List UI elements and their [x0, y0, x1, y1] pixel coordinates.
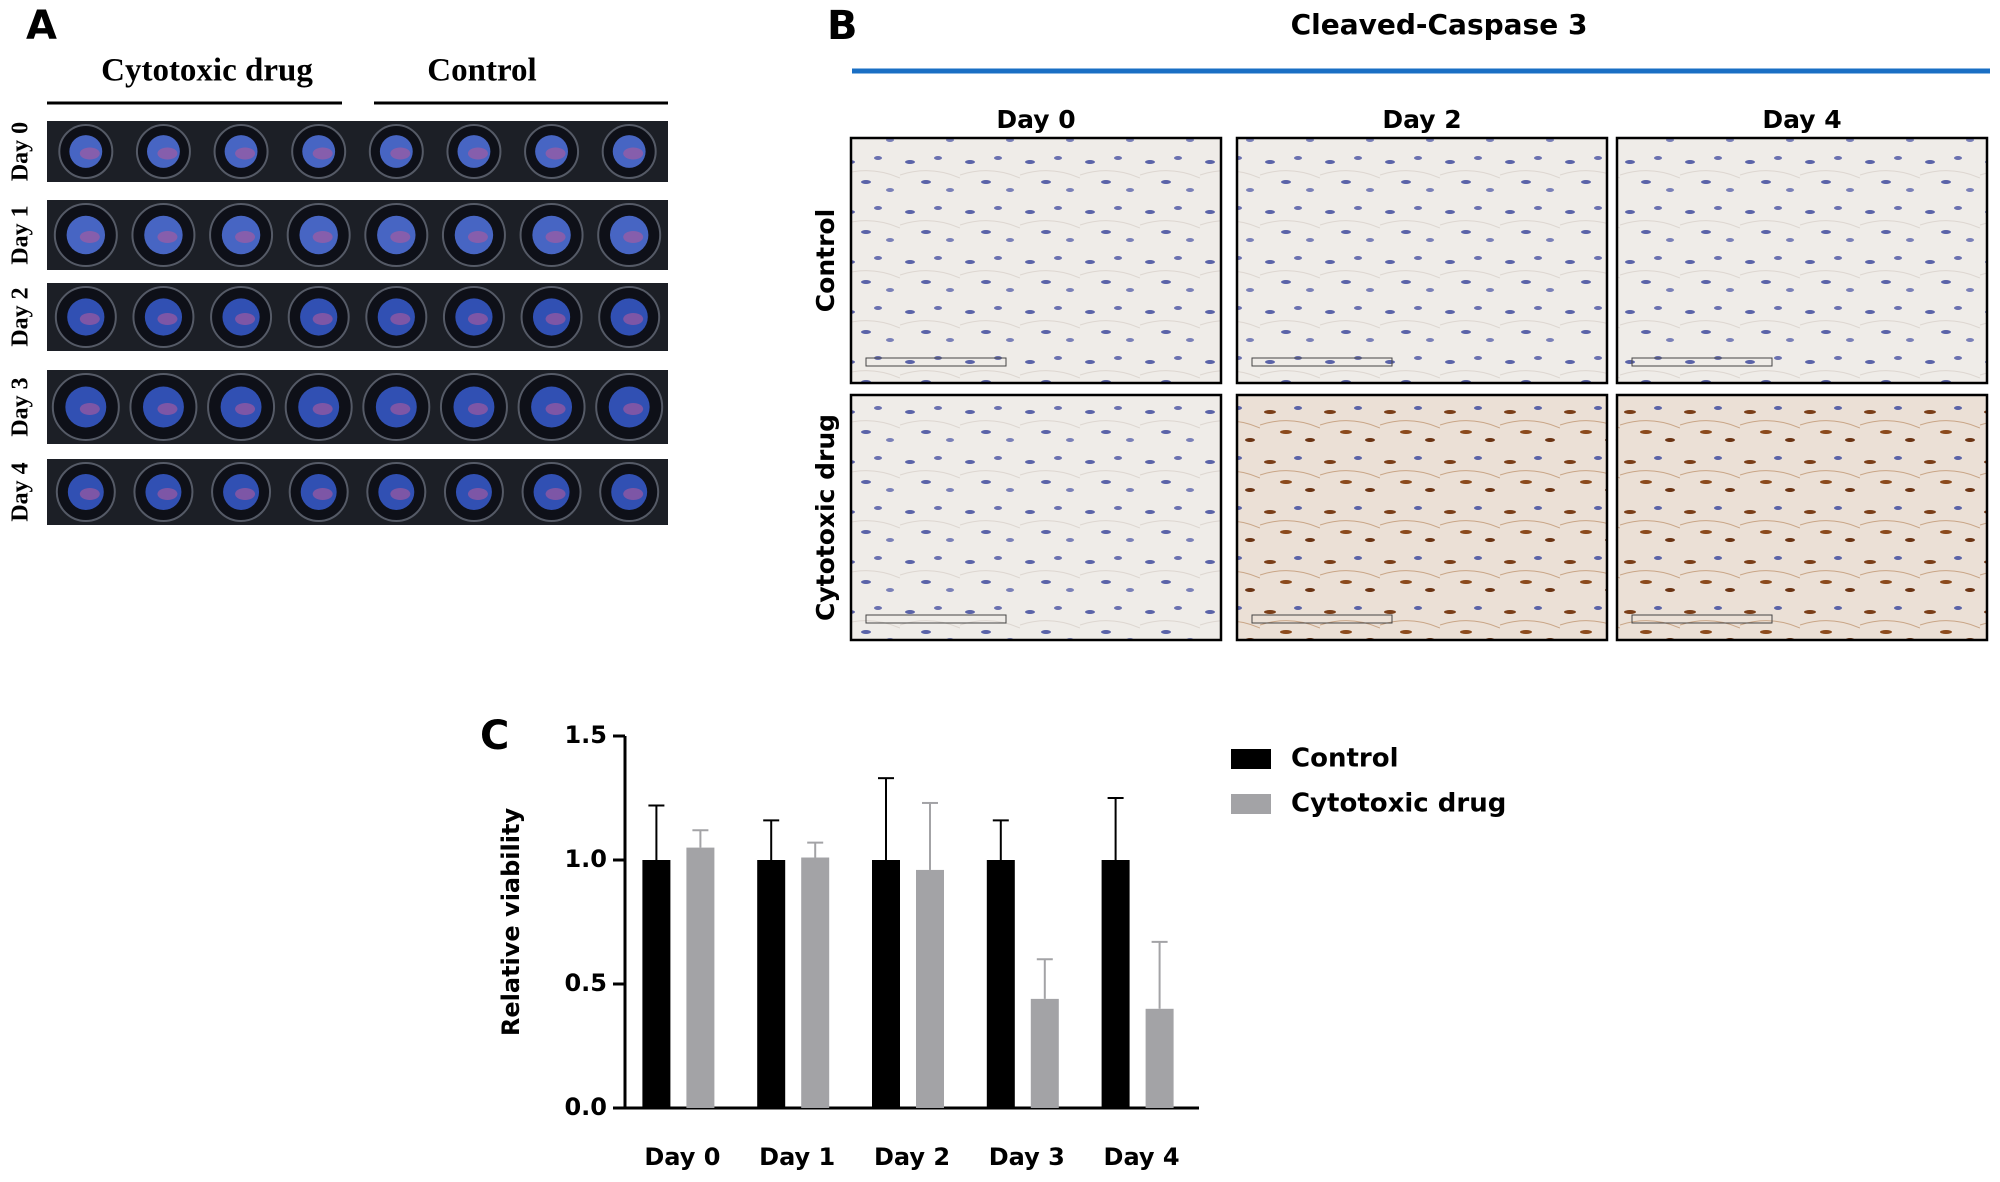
well-tint	[79, 488, 100, 500]
well-tint	[79, 403, 100, 415]
x-tick-label: Day 0	[644, 1143, 720, 1171]
scale-bar	[865, 614, 1007, 624]
x-tick-label: Day 1	[759, 1143, 835, 1171]
well-tint	[312, 488, 333, 500]
well-tint	[157, 313, 178, 325]
well-tint	[390, 147, 411, 160]
bar	[916, 869, 944, 1108]
bar	[986, 860, 1015, 1108]
row-label: Day 0	[8, 122, 34, 181]
y-tick-label: 0.5	[564, 969, 607, 997]
histology-image	[849, 136, 1223, 385]
histology-image	[1615, 136, 1989, 385]
well-tint	[235, 488, 256, 500]
row-label: Day 3	[8, 377, 34, 436]
legend-swatch	[1231, 794, 1271, 814]
column-label: Day 4	[1762, 105, 1841, 134]
well-tint	[545, 313, 566, 325]
well-tint	[545, 231, 566, 243]
well-tint	[623, 231, 644, 243]
bar	[686, 847, 715, 1108]
histology-image	[1235, 393, 1609, 642]
y-tick-label: 1.5	[564, 721, 607, 749]
well-tint	[545, 488, 566, 500]
x-tick-label: Day 4	[1104, 1143, 1180, 1171]
well-tint	[312, 403, 333, 415]
well-tint	[235, 147, 256, 160]
well-tint	[312, 147, 333, 160]
bar	[642, 860, 671, 1108]
well-tint	[545, 147, 566, 160]
panel-a: A Cytotoxic drug Control Day 0 Day 1 Day 2…	[8, 3, 668, 525]
well-tint	[312, 231, 333, 243]
well-tint	[467, 403, 488, 415]
well-tint	[312, 313, 333, 325]
well-tint	[467, 147, 488, 160]
group-label: Cytotoxic drug	[101, 53, 313, 89]
legend-swatch	[1231, 749, 1271, 769]
well-tint	[79, 313, 100, 325]
well-tint	[623, 403, 644, 415]
row-label: Control	[811, 209, 840, 312]
row-label: Day 4	[8, 462, 34, 521]
well-tint	[467, 231, 488, 243]
panel-label: A	[26, 3, 57, 49]
panel-title: Cleaved-Caspase 3	[1291, 8, 1588, 41]
well-tint	[623, 488, 644, 500]
bar	[1145, 1008, 1174, 1108]
well-tint	[235, 313, 256, 325]
histology-image	[849, 393, 1223, 642]
well-tint	[157, 147, 178, 160]
scale-bar	[1631, 614, 1773, 624]
group-label: Control	[427, 53, 536, 89]
panel-label: B	[827, 3, 858, 49]
well-tint	[623, 147, 644, 160]
well-tint	[157, 231, 178, 243]
column-label: Day 0	[996, 105, 1075, 134]
histology-image	[1615, 393, 1989, 642]
well-tint	[545, 403, 566, 415]
well-tint	[157, 403, 178, 415]
panel-b: B Cleaved-Caspase 3 Day 0 Day 2 Day 4 Contr…	[811, 3, 1990, 642]
panel-c: C Relative viability 0.0 0.5 1.0 1.5 Day 0 Day …	[480, 713, 1506, 1171]
row-label: Day 2	[8, 287, 34, 346]
scale-bar	[1631, 357, 1773, 367]
well-tint	[390, 403, 411, 415]
well-tint	[467, 488, 488, 500]
panel-label: C	[480, 713, 509, 759]
histology-image	[1235, 136, 1609, 385]
scale-bar	[1251, 357, 1393, 367]
scale-bar	[1251, 614, 1393, 624]
well-tint	[623, 313, 644, 325]
x-tick-label: Day 3	[989, 1143, 1065, 1171]
bar	[1101, 860, 1130, 1108]
well-tint	[79, 231, 100, 243]
well-tint	[157, 488, 178, 500]
well-tint	[467, 313, 488, 325]
bar	[757, 860, 786, 1108]
x-tick-label: Day 2	[874, 1143, 950, 1171]
y-tick-label: 0.0	[564, 1093, 607, 1121]
well-tint	[235, 231, 256, 243]
legend-label: Control	[1291, 744, 1398, 774]
column-label: Day 2	[1382, 105, 1461, 134]
well-tint	[390, 313, 411, 325]
well-tint	[390, 488, 411, 500]
bar	[872, 860, 900, 1108]
scale-bar	[865, 357, 1007, 367]
row-label: Cytotoxic drug	[811, 414, 840, 621]
bar	[1030, 998, 1059, 1108]
bar	[801, 857, 830, 1108]
well-tint	[235, 403, 256, 415]
y-tick-label: 1.0	[564, 845, 607, 873]
well-tint	[79, 147, 100, 160]
y-axis-label: Relative viability	[497, 808, 525, 1037]
legend-label: Cytotoxic drug	[1291, 789, 1506, 819]
well-tint	[390, 231, 411, 243]
row-label: Day 1	[8, 205, 34, 264]
